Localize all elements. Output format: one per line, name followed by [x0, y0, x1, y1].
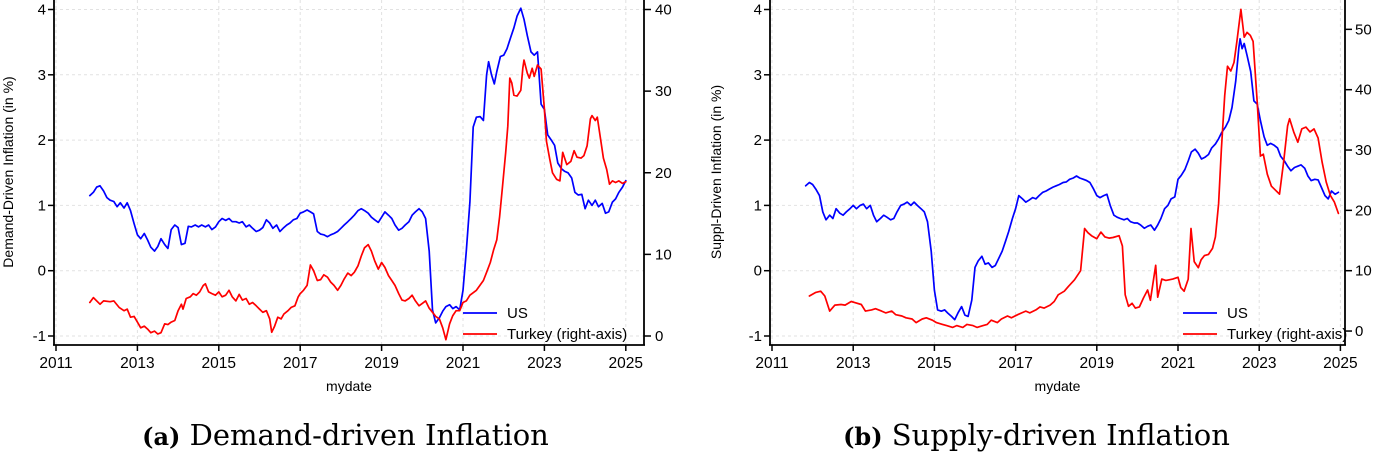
x-tick-label: 2025 [1323, 355, 1357, 372]
yright-tick-label: 50 [1355, 21, 1372, 38]
yright-tick-label: 40 [655, 2, 672, 19]
x-tick-label: 2011 [39, 355, 72, 372]
gridlines [54, 0, 644, 345]
caption-b-text: Supply-driven Inflation [891, 418, 1230, 452]
x-tick-label: 2019 [1080, 355, 1114, 372]
x-tick-label: 2019 [364, 355, 398, 372]
series-line-turkey [808, 8, 1340, 329]
yleft-tick-label: -1 [33, 328, 46, 345]
x-tick-label: 2015 [202, 355, 236, 372]
series-line-us [804, 38, 1340, 321]
legend-label-turkey: Turkey (right-axis) [507, 326, 627, 343]
panel-demand-driven: -1 0 1 2 3 4 0 10 20 30 40 2011 2013 2015 2017 2019 2021… [0, 0, 691, 405]
yleft-tick-label: 0 [38, 263, 46, 280]
yleft-tick-label: 1 [38, 197, 46, 214]
legend-label-turkey: Turkey (right-axis) [1227, 326, 1347, 343]
x-tick-label: 2015 [917, 355, 951, 372]
yleft-tick-label: 3 [754, 67, 762, 84]
x-tick-label: 2021 [1161, 355, 1195, 372]
y-axis-title: Demand-Driven Inflation (in %) [0, 76, 16, 267]
yright-tick-label: 20 [1355, 202, 1372, 219]
caption-b-label: (b) [843, 422, 883, 451]
x-tick-label: 2017 [283, 355, 317, 372]
x-tick-label: 2013 [120, 355, 154, 372]
x-tick-label: 2025 [609, 355, 643, 372]
x-tick-label: 2021 [446, 355, 480, 372]
x-tick-label: 2013 [836, 355, 870, 372]
x-tick-label: 2017 [998, 355, 1032, 372]
caption-b: (b) Supply-driven Inflation [691, 418, 1382, 452]
charts-row: -1 0 1 2 3 4 0 10 20 30 40 2011 2013 2015 2017 2019 2021… [0, 0, 1382, 405]
y-axis-title: Suppl-Driven Inflation (in %) [708, 85, 724, 259]
yleft-tick-label: 4 [754, 2, 762, 19]
x-axis-title: mydate [1035, 378, 1081, 394]
yright-tick-label: 30 [1355, 142, 1372, 159]
yleft-tick-label: -1 [749, 328, 762, 345]
yright-tick-label: 0 [1355, 323, 1363, 340]
x-tick-label: 2011 [755, 355, 788, 372]
yleft-tick-label: 4 [38, 2, 46, 19]
legend: US Turkey (right-axis) [463, 305, 627, 343]
yright-tick-label: 0 [655, 328, 663, 345]
yright-tick-label: 30 [655, 83, 672, 100]
yright-tick-label: 10 [655, 246, 672, 263]
legend-label-us: US [507, 305, 528, 322]
legend: US Turkey (right-axis) [1183, 305, 1347, 343]
yright-tick-label: 10 [1355, 263, 1372, 280]
yleft-tick-label: 2 [754, 132, 762, 149]
gridlines [770, 0, 1345, 345]
yleft-tick-label: 3 [38, 67, 46, 84]
yleft-tick-label: 1 [754, 197, 762, 214]
caption-a: (a) Demand-driven Inflation [0, 418, 691, 452]
yleft-tick-label: 0 [754, 263, 762, 280]
caption-a-text: Demand-driven Inflation [189, 418, 549, 452]
x-axis-title: mydate [326, 378, 372, 394]
yleft-tick-label: 2 [38, 132, 46, 149]
caption-a-label: (a) [142, 422, 181, 451]
yright-tick-label: 20 [655, 165, 672, 182]
series-line-turkey [88, 59, 627, 341]
legend-label-us: US [1227, 305, 1248, 322]
x-tick-label: 2023 [527, 355, 561, 372]
captions-row: (a) Demand-driven Inflation (b) Supply-d… [0, 418, 1382, 452]
yright-tick-label: 40 [1355, 82, 1372, 99]
panel-supply-driven: -1 0 1 2 3 4 0 10 20 30 40 50 2011 2013 2015 2017 2019 20… [691, 0, 1382, 405]
series-line-us [88, 7, 627, 324]
x-tick-label: 2023 [1242, 355, 1276, 372]
